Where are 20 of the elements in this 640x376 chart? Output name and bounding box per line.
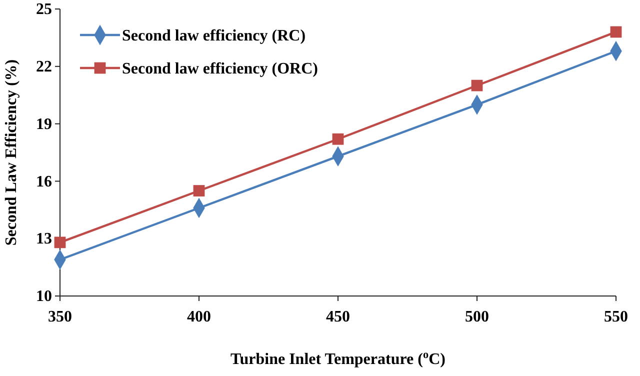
x-tick-label: 450 xyxy=(326,308,350,326)
point xyxy=(471,80,483,92)
y-tick-label: 25 xyxy=(36,1,52,18)
point xyxy=(193,185,205,196)
x-tick-label: 500 xyxy=(465,308,489,326)
y-tick-label: 19 xyxy=(36,116,52,133)
legend-label: Second law efficiency (ORC) xyxy=(122,60,318,78)
x-tick-label: 550 xyxy=(604,308,628,326)
y-axis-title: Second Law Efficiency (%) xyxy=(3,59,20,246)
point xyxy=(332,133,344,145)
x-tick-label: 400 xyxy=(187,308,211,326)
point xyxy=(610,26,622,38)
point xyxy=(54,236,66,248)
x-axis-title: Turbine Inlet Temperature ($^{o}$C) xyxy=(230,349,446,368)
y-tick-label: 16 xyxy=(36,173,52,190)
y-tick-label: 22 xyxy=(36,58,52,76)
y-tick-label: 10 xyxy=(36,288,52,306)
legend-label: Second law efficiency (RC) xyxy=(122,28,306,45)
y-tick-label: 13 xyxy=(36,230,52,248)
x-tick-label: 350 xyxy=(48,308,72,326)
